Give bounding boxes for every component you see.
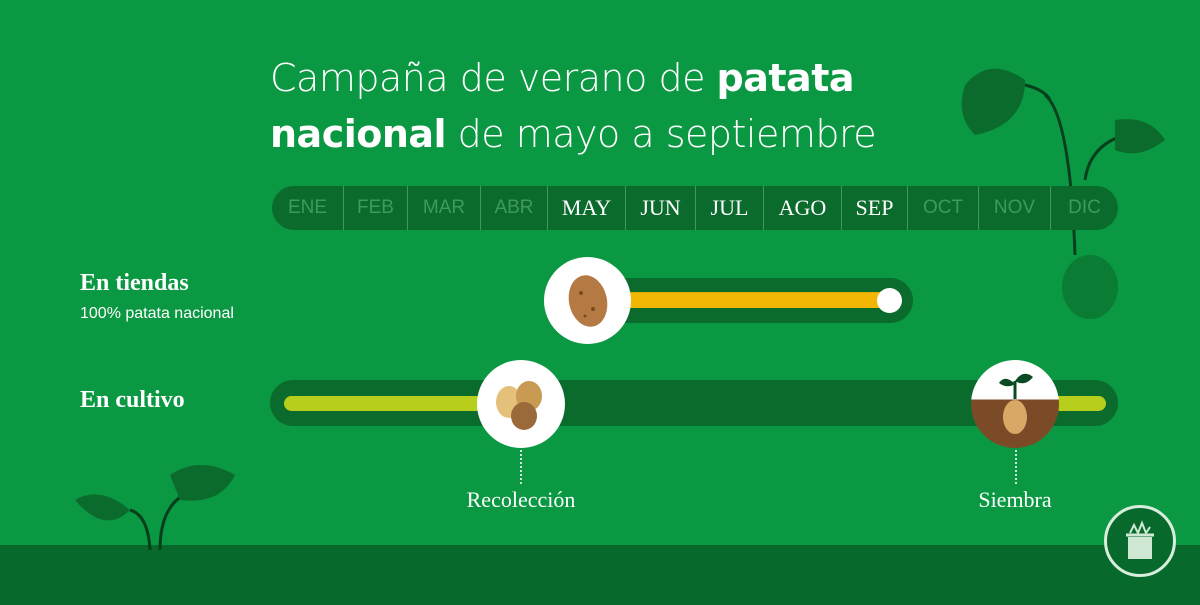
month-bar: ENE FEB MAR ABR MAY JUN JUL AGO SEP OCT NOV DIC: [272, 186, 1118, 230]
page-title: Campaña de verano de patata nacional de …: [270, 50, 877, 162]
tiendas-end-dot: [877, 288, 902, 313]
leaf-icon: [961, 68, 1165, 319]
title-bold: nacional: [270, 112, 447, 156]
potatoes-icon: [477, 360, 565, 448]
month-oct: OCT: [907, 186, 978, 230]
sprouting-potato-icon: [971, 360, 1059, 448]
potato-icon: [544, 257, 631, 344]
tiendas-sublabel: 100% patata nacional: [80, 305, 234, 322]
cultivo-bar-harvest: [284, 396, 484, 411]
month-dic: DIC: [1050, 186, 1118, 230]
title-text: de mayo a septiembre: [446, 112, 877, 156]
tiendas-bar: [610, 292, 892, 308]
month-sep: SEP: [841, 186, 907, 230]
tiendas-label: En tiendas: [80, 270, 189, 296]
siembra-label: Siembra: [978, 487, 1052, 512]
title-bold: patata: [716, 56, 855, 100]
month-mar: MAR: [407, 186, 480, 230]
month-nov: NOV: [978, 186, 1050, 230]
cultivo-label: En cultivo: [80, 387, 185, 413]
month-abr: ABR: [480, 186, 547, 230]
basket-logo-icon: [1104, 505, 1176, 577]
month-jul: JUL: [695, 186, 763, 230]
month-ago: AGO: [763, 186, 841, 230]
month-may: MAY: [547, 186, 625, 230]
recoleccion-connector: [520, 450, 522, 484]
month-jun: JUN: [625, 186, 695, 230]
month-feb: FEB: [343, 186, 407, 230]
cultivo-bar-sowing: [1050, 396, 1106, 411]
leaf-icon: [75, 465, 235, 551]
title-text: Campaña de verano de: [270, 56, 717, 100]
siembra-connector: [1015, 450, 1017, 484]
ground: [0, 545, 1200, 605]
recoleccion-label: Recolección: [466, 487, 576, 512]
month-ene: ENE: [287, 197, 328, 218]
